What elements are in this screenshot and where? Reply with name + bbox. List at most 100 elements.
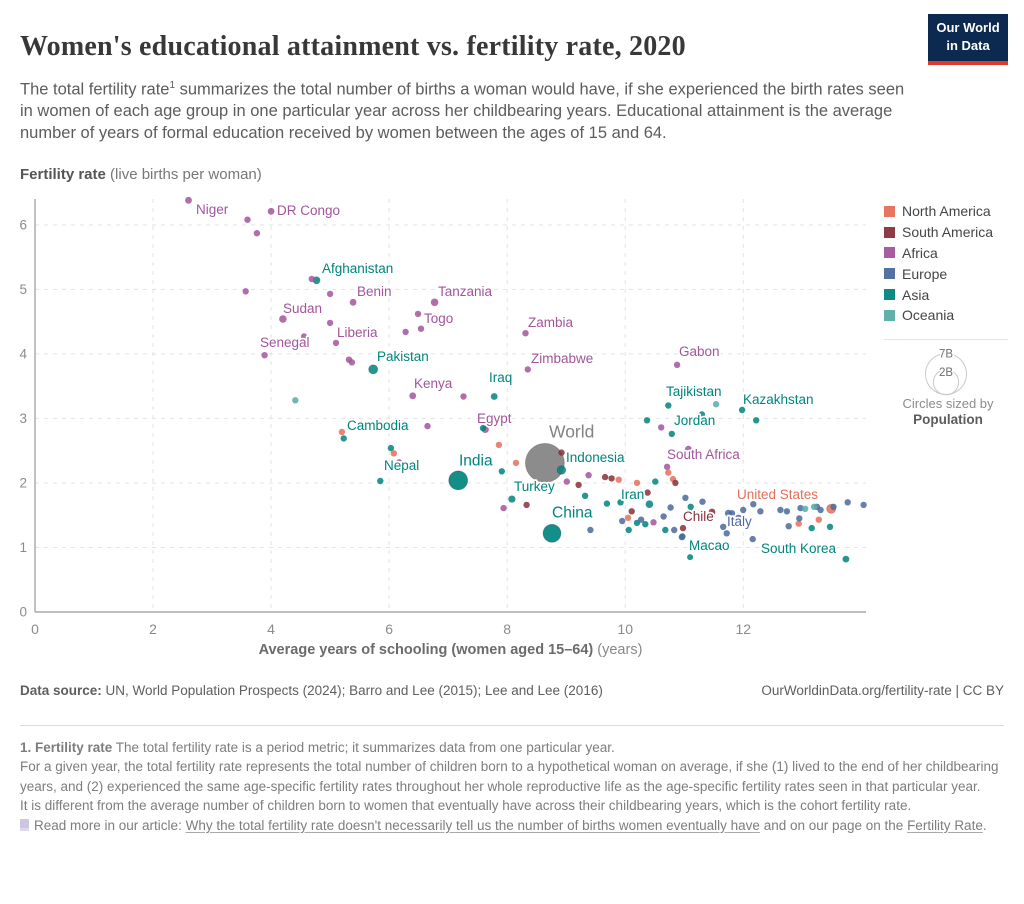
- data-point[interactable]: [796, 515, 803, 522]
- data-point[interactable]: [253, 230, 261, 237]
- fertility-rate-page-link[interactable]: Fertility Rate: [907, 817, 983, 833]
- legend-item-africa[interactable]: Africa: [884, 243, 1012, 264]
- data-point[interactable]: [672, 479, 679, 487]
- data-point[interactable]: [658, 424, 665, 431]
- data-point[interactable]: [802, 505, 809, 512]
- data-point[interactable]: [660, 513, 667, 520]
- data-point[interactable]: [720, 523, 727, 530]
- data-point[interactable]: [777, 506, 784, 514]
- data-point[interactable]: [523, 501, 530, 509]
- data-point[interactable]: [723, 530, 730, 537]
- data-point[interactable]: [617, 499, 624, 506]
- data-point[interactable]: [460, 393, 467, 400]
- data-point[interactable]: [642, 521, 649, 528]
- data-point[interactable]: [495, 441, 503, 449]
- data-point[interactable]: [815, 516, 822, 523]
- data-point[interactable]: [727, 518, 734, 525]
- data-point[interactable]: [417, 325, 425, 332]
- data-point[interactable]: [663, 463, 671, 470]
- data-point[interactable]: [753, 417, 760, 424]
- data-point[interactable]: [860, 501, 867, 509]
- data-point-jordan[interactable]: [668, 430, 675, 438]
- data-point[interactable]: [308, 275, 315, 283]
- data-point[interactable]: [728, 510, 736, 517]
- data-point[interactable]: [348, 359, 356, 366]
- data-point[interactable]: [581, 492, 589, 499]
- data-point[interactable]: [615, 476, 622, 483]
- data-point[interactable]: [712, 401, 720, 408]
- legend-item-oceania[interactable]: Oceania: [884, 305, 1012, 326]
- data-point-macao[interactable]: [687, 554, 694, 561]
- data-point[interactable]: [242, 288, 249, 295]
- data-point[interactable]: [750, 501, 757, 508]
- data-point[interactable]: [558, 449, 565, 456]
- data-point[interactable]: [698, 411, 706, 418]
- data-point[interactable]: [650, 519, 657, 526]
- data-point[interactable]: [603, 500, 611, 507]
- data-point[interactable]: [498, 468, 505, 475]
- data-point[interactable]: [326, 319, 334, 327]
- data-point[interactable]: [608, 475, 615, 482]
- data-point[interactable]: [652, 478, 659, 485]
- article-link[interactable]: Why the total fertility rate doesn't nec…: [185, 817, 760, 833]
- data-point-south-africa[interactable]: [684, 445, 693, 453]
- data-point[interactable]: [678, 533, 686, 541]
- data-point[interactable]: [643, 417, 651, 424]
- data-point[interactable]: [757, 508, 764, 515]
- data-point[interactable]: [795, 520, 802, 527]
- data-point[interactable]: [387, 444, 395, 452]
- data-point[interactable]: [830, 503, 837, 510]
- data-point[interactable]: [689, 509, 696, 516]
- data-point[interactable]: [735, 514, 742, 521]
- license-link[interactable]: OurWorldinData.org/fertility-rate | CC B…: [761, 683, 1004, 698]
- data-point-tanzania[interactable]: [430, 298, 439, 307]
- data-point-zambia[interactable]: [522, 330, 529, 337]
- data-point[interactable]: [619, 517, 626, 525]
- data-point[interactable]: [512, 459, 520, 467]
- data-point[interactable]: [783, 508, 791, 515]
- data-point[interactable]: [667, 504, 674, 511]
- data-point-niger[interactable]: [185, 196, 192, 204]
- data-point[interactable]: [785, 523, 792, 530]
- legend-item-south-america[interactable]: South America: [884, 222, 1012, 243]
- data-point-cambodia[interactable]: [340, 435, 347, 442]
- legend-item-europe[interactable]: Europe: [884, 263, 1012, 284]
- data-point-togo[interactable]: [414, 310, 422, 318]
- legend-item-north-america[interactable]: North America: [884, 201, 1012, 222]
- data-point[interactable]: [624, 514, 632, 521]
- data-point-india[interactable]: [448, 470, 469, 491]
- data-point-kenya[interactable]: [409, 392, 417, 400]
- data-point-benin[interactable]: [349, 298, 357, 306]
- data-point-south-korea[interactable]: [842, 555, 850, 563]
- data-point[interactable]: [633, 479, 641, 487]
- data-point[interactable]: [575, 481, 582, 489]
- data-point[interactable]: [826, 523, 834, 530]
- data-point[interactable]: [637, 516, 645, 523]
- data-point-sudan[interactable]: [279, 315, 287, 323]
- data-point[interactable]: [479, 424, 487, 432]
- data-point-kazakhstan[interactable]: [738, 406, 746, 414]
- data-point-china[interactable]: [542, 523, 562, 543]
- data-point-liberia[interactable]: [332, 339, 340, 347]
- data-point[interactable]: [300, 333, 308, 340]
- data-point[interactable]: [338, 428, 346, 436]
- data-point[interactable]: [500, 504, 507, 512]
- data-point[interactable]: [810, 503, 818, 510]
- data-point[interactable]: [671, 526, 678, 534]
- data-point[interactable]: [817, 506, 824, 514]
- data-point-tajikistan[interactable]: [665, 402, 672, 409]
- data-point-zimbabwe[interactable]: [524, 366, 531, 373]
- data-point[interactable]: [628, 508, 635, 515]
- data-point-dr-congo[interactable]: [267, 207, 275, 215]
- data-point[interactable]: [699, 498, 706, 505]
- data-point-nepal[interactable]: [377, 477, 384, 485]
- data-point[interactable]: [687, 503, 694, 510]
- data-point[interactable]: [563, 478, 570, 485]
- data-point[interactable]: [390, 450, 397, 457]
- data-point[interactable]: [740, 506, 747, 514]
- data-point[interactable]: [396, 459, 403, 466]
- data-point-world[interactable]: [525, 442, 565, 483]
- data-point[interactable]: [326, 290, 334, 298]
- data-point-gabon[interactable]: [673, 361, 681, 368]
- data-point[interactable]: [625, 526, 632, 534]
